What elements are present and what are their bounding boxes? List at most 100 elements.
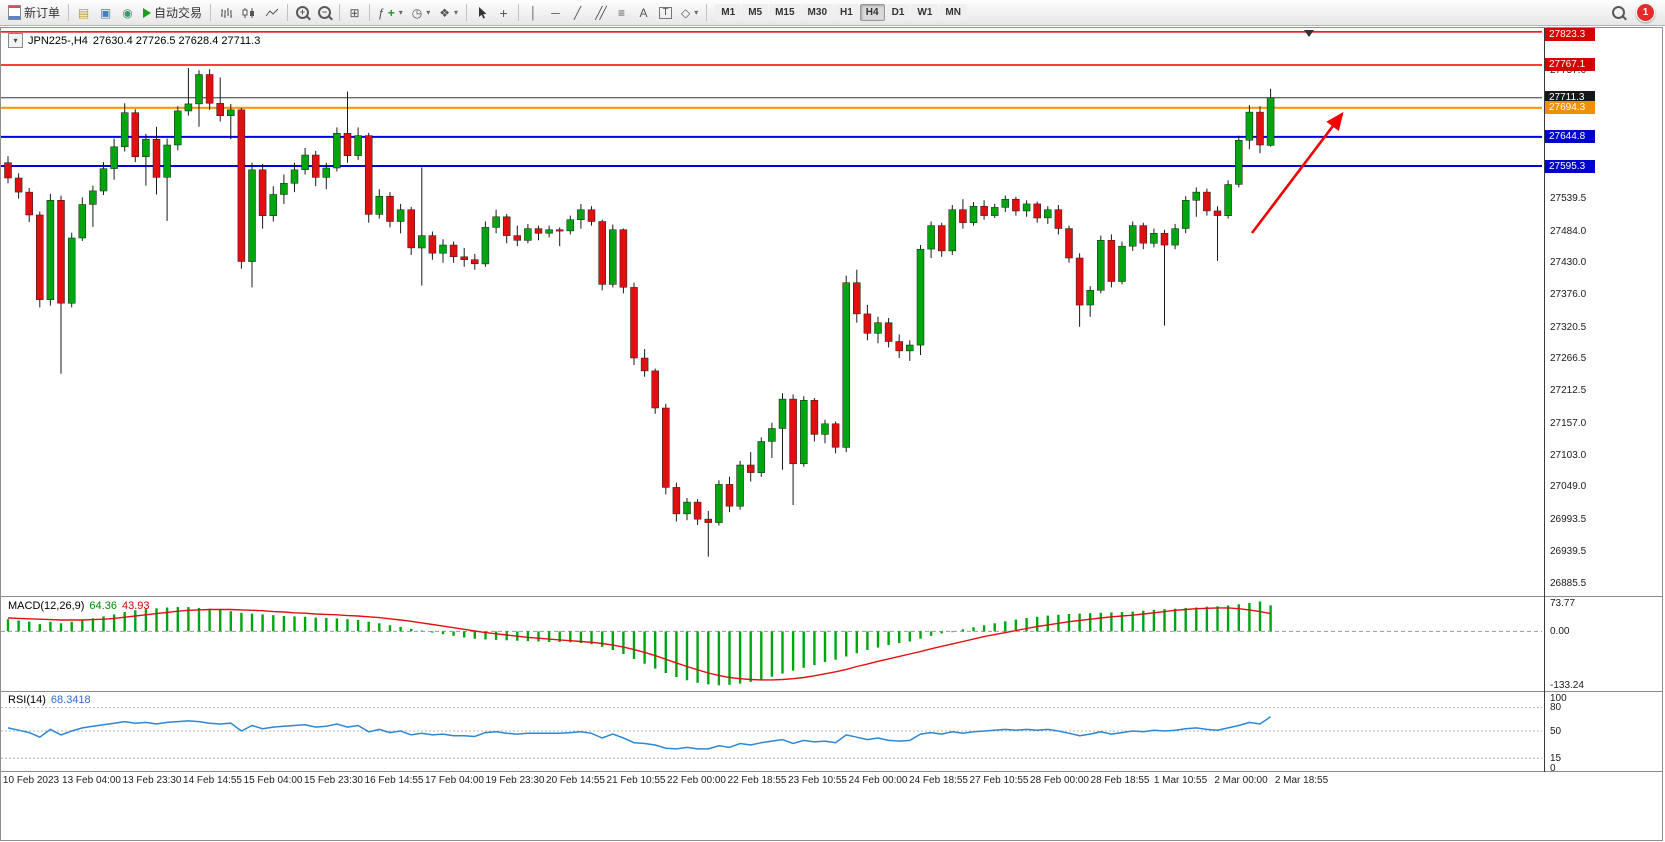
price-level-badge: 27694.3 <box>1545 101 1595 115</box>
indicators-button[interactable]: ƒ + ▾ <box>374 2 407 23</box>
symbol-menu-icon[interactable]: ▾ <box>8 33 23 48</box>
chevron-down-icon: ▾ <box>694 8 699 17</box>
time-axis-label: 22 Feb 18:55 <box>727 775 787 786</box>
horizontal-line-icon: ─ <box>551 5 560 20</box>
price-axis-label: 26993.5 <box>1550 514 1587 525</box>
toolbar-divider <box>706 4 708 21</box>
timeframe-button-w1[interactable]: W1 <box>911 4 939 21</box>
price-axis-label: 27484.0 <box>1550 225 1587 237</box>
price-level-badge: 27595.3 <box>1545 159 1595 173</box>
search-button[interactable] <box>1608 2 1629 23</box>
macd-axis-label: 73.77 <box>1550 598 1576 609</box>
time-axis-label: 27 Feb 10:55 <box>969 775 1029 786</box>
text-button[interactable]: A <box>633 2 654 23</box>
toolbar-divider <box>339 4 341 21</box>
chevron-down-icon: ▾ <box>426 8 431 17</box>
rsi-axis-label: 15 <box>1550 752 1562 764</box>
time-axis-label: 10 Feb 2023 <box>2 775 60 786</box>
price-level-badge: 27823.3 <box>1545 28 1595 41</box>
macd-axis-label: -133.24 <box>1550 679 1584 691</box>
navigator-icon: ◉ <box>122 5 133 20</box>
zoom-in-button[interactable]: + <box>292 2 313 23</box>
toolbar-divider <box>466 4 468 21</box>
cursor-icon <box>478 6 486 19</box>
panel-separator[interactable] <box>1 596 1663 597</box>
periods-button[interactable]: ◷ ▾ <box>408 2 435 23</box>
templates-button[interactable]: ❖ ▾ <box>435 2 462 23</box>
chevron-down-icon: ▾ <box>454 8 459 17</box>
price-axis-label: 27049.0 <box>1550 481 1587 493</box>
autotrading-button[interactable]: 自动交易 <box>139 2 206 23</box>
chart-symbol-period: JPN225-,H4 <box>28 34 88 47</box>
horizontal-line-button[interactable]: ─ <box>545 2 566 23</box>
time-axis[interactable]: 10 Feb 2023 13 Feb 04:00 13 Feb 23:30 14 Fe… <box>1 772 1543 790</box>
vertical-line-button[interactable]: │ <box>523 2 544 23</box>
time-axis-label: 14 Feb 14:55 <box>183 775 242 786</box>
market-watch-button[interactable]: ▤ <box>73 2 94 23</box>
plus-icon: + <box>387 5 395 20</box>
price-axis-label: 27157.0 <box>1550 417 1587 429</box>
timeframe-button-m1[interactable]: M1 <box>715 4 742 21</box>
indicators-icon: ƒ <box>378 5 385 20</box>
line-chart-mode-button[interactable] <box>261 2 283 23</box>
price-level-badge: 27644.8 <box>1545 130 1595 144</box>
price-axis-label: 27539.5 <box>1550 192 1587 204</box>
macd-chart-canvas[interactable] <box>1 597 1542 690</box>
timeframe-button-m30[interactable]: M30 <box>801 4 833 21</box>
macd-axis-label: 0.00 <box>1550 625 1570 637</box>
trendline-button[interactable]: ╱ <box>567 2 588 23</box>
price-axis-label: 27103.0 <box>1550 449 1587 461</box>
candlestick-mode-button[interactable] <box>238 2 260 23</box>
rsi-axis-label: 50 <box>1550 725 1562 737</box>
time-axis-label: 28 Feb 18:55 <box>1090 775 1150 786</box>
price-level-badge: 27767.1 <box>1545 58 1595 72</box>
cursor-button[interactable] <box>471 2 492 23</box>
price-axis-label: 27266.5 <box>1550 353 1587 365</box>
price-axis-label: 27376.0 <box>1550 289 1587 301</box>
bar-chart-mode-button[interactable] <box>215 2 237 23</box>
channel-button[interactable]: ╱╱ <box>589 2 610 23</box>
timeframe-button-mn[interactable]: MN <box>939 4 967 21</box>
fibonacci-icon: ≡ <box>618 5 626 20</box>
crosshair-button[interactable]: + <box>493 2 514 23</box>
chart-window <box>0 27 1663 841</box>
time-axis-line <box>1 771 1663 772</box>
tile-windows-button[interactable]: ⊞ <box>344 2 365 23</box>
label-button[interactable]: T <box>655 2 676 23</box>
rsi-axis-label: 0 <box>1550 763 1556 774</box>
chart-title: ▾ JPN225-,H4 27630.4 27726.5 27628.4 277… <box>8 33 260 48</box>
tile-windows-icon: ⊞ <box>349 5 360 20</box>
price-axis[interactable]: 27811.027757.027539.527484.027430.027376… <box>1545 0 1663 800</box>
rsi-label: RSI(14) 68.3418 <box>8 694 91 706</box>
panel-separator[interactable] <box>1 691 1663 692</box>
timeframe-button-h1[interactable]: H1 <box>834 4 859 21</box>
rsi-chart-canvas[interactable] <box>1 692 1542 770</box>
zoom-out-button[interactable]: − <box>314 2 335 23</box>
price-chart-canvas[interactable] <box>1 28 1542 595</box>
new-order-button[interactable]: 新订单 <box>4 2 64 23</box>
navigator-button[interactable]: ◉ <box>117 2 138 23</box>
main-toolbar: 新订单 ▤ ▣ ◉ 自动交易 + − ⊞ ƒ + ▾ ◷ ▾ ❖ ▾ + <box>0 0 1665 26</box>
timeframe-button-h4[interactable]: H4 <box>859 4 885 21</box>
fibonacci-button[interactable]: ≡ <box>611 2 632 23</box>
time-axis-label: 28 Feb 00:00 <box>1030 775 1089 786</box>
notification-badge[interactable]: 1 <box>1636 3 1655 22</box>
macd-label: MACD(12,26,9) 64.36 43.93 <box>8 600 149 612</box>
time-axis-label: 17 Feb 04:00 <box>425 775 484 786</box>
periods-icon: ◷ <box>411 5 423 20</box>
timeframe-button-m15[interactable]: M15 <box>769 4 801 21</box>
rsi-axis-label: 80 <box>1550 702 1562 714</box>
time-axis-label: 19 Feb 23:30 <box>485 775 545 786</box>
chevron-down-icon: ▾ <box>398 8 403 17</box>
data-window-button[interactable]: ▣ <box>95 2 116 23</box>
time-axis-label: 22 Feb 00:00 <box>667 775 726 786</box>
rsi-value: 68.3418 <box>50 694 91 706</box>
zoom-out-icon: − <box>318 6 332 19</box>
price-level-badge: 27711.3 <box>1545 91 1595 105</box>
timeframe-button-d1[interactable]: D1 <box>885 4 911 21</box>
timeframe-button-m5[interactable]: M5 <box>742 4 769 21</box>
shapes-button[interactable]: ◇ ▾ <box>677 2 702 23</box>
price-axis-label: 27430.0 <box>1550 257 1587 269</box>
new-order-icon <box>8 5 21 20</box>
